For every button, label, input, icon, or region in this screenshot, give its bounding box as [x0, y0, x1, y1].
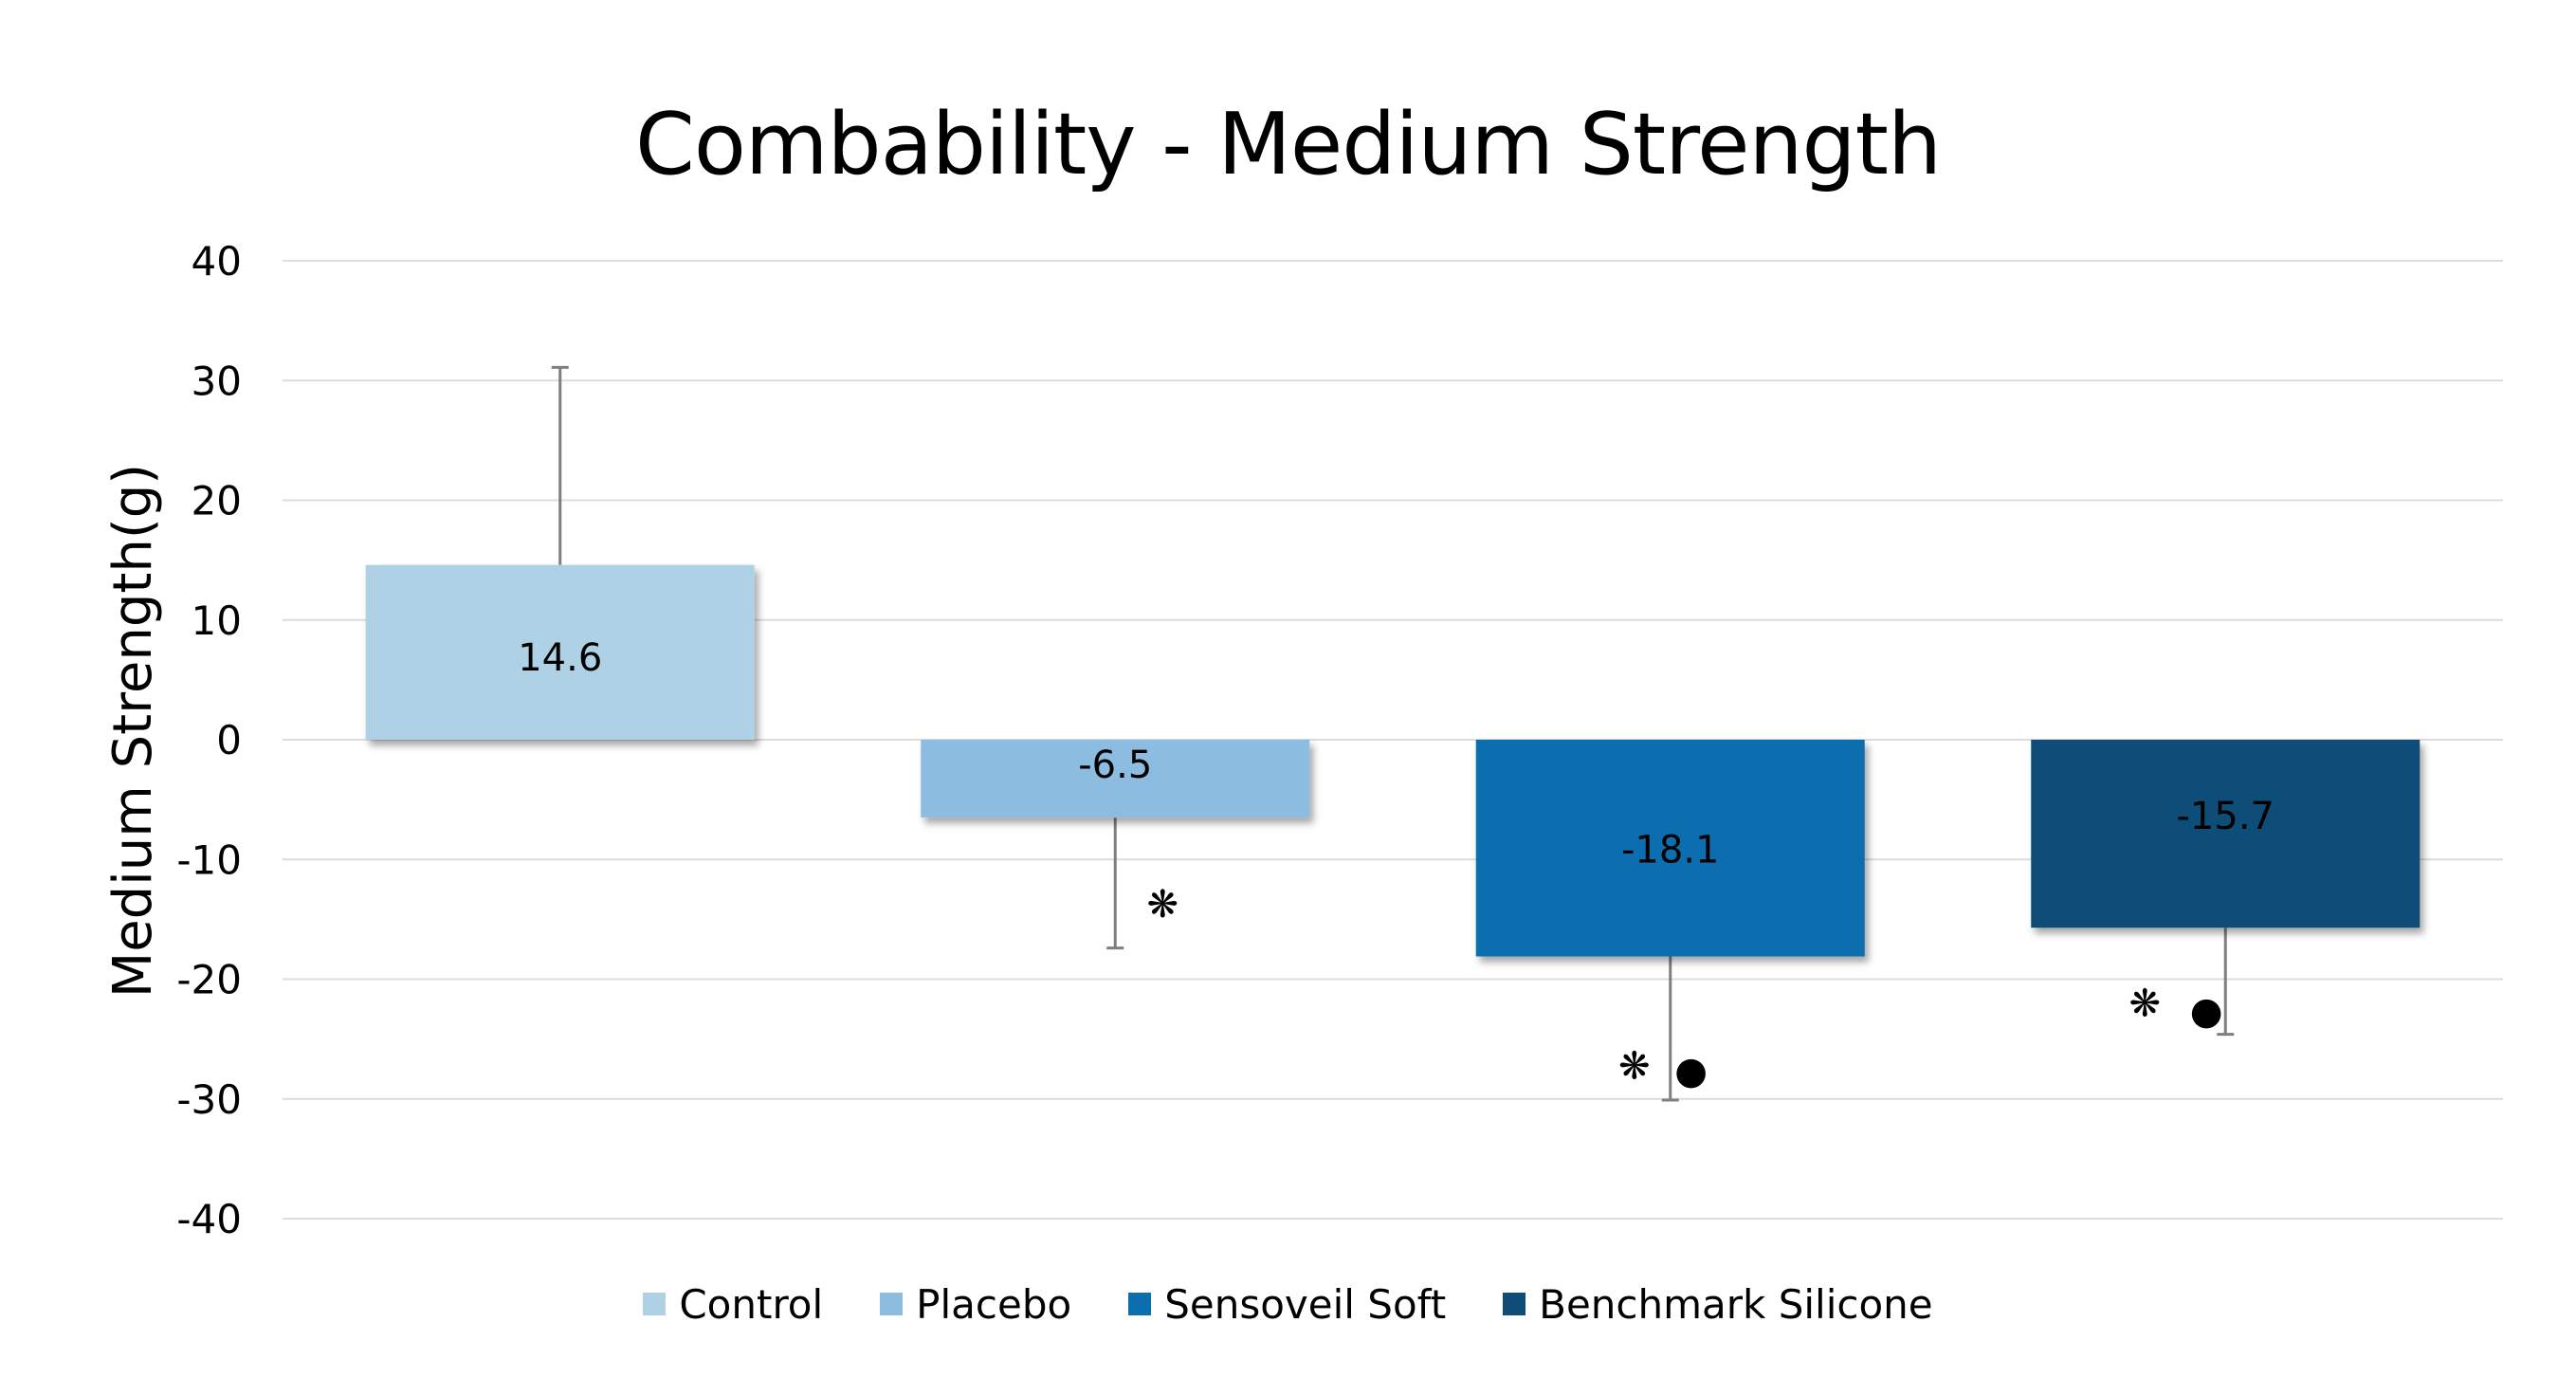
- legend-item-placebo: Placebo: [880, 1281, 1071, 1328]
- y-tick-label: -40: [176, 1196, 242, 1242]
- legend-swatch-control: [643, 1293, 667, 1315]
- legend-swatch-placebo: [880, 1293, 904, 1315]
- legend-label-sensoveil-soft: Sensoveil Soft: [1164, 1280, 1447, 1328]
- data-label: -18.1: [1621, 828, 1720, 872]
- legend-item-sensoveil-soft: Sensoveil Soft: [1128, 1281, 1446, 1328]
- y-axis-tick-labels: 40 30 20 10 0 -10 -20 -30 -40: [176, 238, 242, 1242]
- y-tick-label: 20: [192, 478, 242, 524]
- bars: [365, 564, 2421, 957]
- bar: [1475, 740, 1865, 957]
- y-tick-label: 30: [192, 358, 242, 404]
- chart-title: Combability - Medium Strength: [634, 95, 1942, 194]
- bar: [365, 564, 755, 740]
- data-label: -15.7: [2177, 795, 2275, 838]
- y-axis-label: Medium Strength(g): [101, 463, 164, 998]
- y-tick-label: 10: [192, 597, 242, 644]
- data-labels: 14.6 -6.5 -18.1 -15.7: [518, 636, 2275, 872]
- significance-dot: ●: [2190, 989, 2223, 1033]
- y-tick-label: 40: [192, 238, 242, 285]
- significance-markers: ❋ ❋ ● ❋ ●: [1146, 883, 2222, 1093]
- data-label: -6.5: [1078, 744, 1152, 787]
- legend-label-benchmark-silicone: Benchmark Silicone: [1539, 1280, 1933, 1328]
- legend: Control Placebo Sensoveil Soft Benchmark…: [0, 1276, 2576, 1332]
- legend-label-control: Control: [679, 1280, 824, 1328]
- y-tick-label: -10: [176, 836, 242, 883]
- significance-star: ❋: [2128, 983, 2161, 1026]
- significance-star: ❋: [1146, 883, 1178, 927]
- legend-label-placebo: Placebo: [916, 1280, 1072, 1328]
- significance-star: ❋: [1618, 1044, 1651, 1088]
- legend-swatch-benchmark-silicone: [1503, 1293, 1526, 1315]
- legend-item-control: Control: [643, 1281, 823, 1328]
- bar: [2031, 740, 2421, 928]
- legend-swatch-sensoveil-soft: [1128, 1293, 1152, 1315]
- data-label: 14.6: [518, 636, 602, 680]
- y-tick-label: 0: [216, 717, 242, 763]
- error-bars: [551, 365, 2235, 1102]
- y-tick-label: -30: [176, 1076, 242, 1123]
- legend-item-benchmark-silicone: Benchmark Silicone: [1503, 1281, 1933, 1328]
- significance-dot: ●: [1674, 1049, 1708, 1093]
- bar: [921, 740, 1310, 818]
- y-tick-label: -20: [176, 957, 242, 1003]
